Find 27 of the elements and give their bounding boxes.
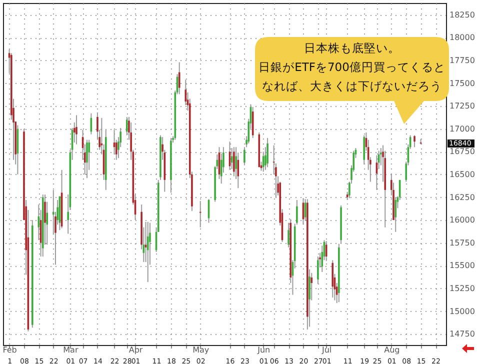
annotation: 日銀がETFを700億円買ってくると — [258, 59, 446, 76]
y-tick-label: 17500 — [450, 78, 475, 88]
y-tick-label: 15500 — [450, 261, 475, 270]
x2-tick-label: Mar — [63, 346, 79, 354]
y-tick-label: 17000 — [450, 124, 475, 134]
annotation: なれば、大きくは下げないだろう — [261, 78, 443, 95]
x2-tick-label: Apr — [128, 346, 144, 354]
y-tick-label: 17750 — [450, 56, 475, 65]
x2-tick-label: Feb — [2, 346, 17, 354]
y-tick-label: 18250 — [450, 10, 475, 20]
y-tick-label: 15750 — [450, 238, 475, 248]
x2-tick-label: Aug — [384, 346, 400, 354]
y-tick-label: 17250 — [450, 102, 475, 111]
y-tick-label: 18000 — [450, 33, 475, 42]
y-tick-label: 15000 — [450, 306, 475, 316]
y-tick-label: 16250 — [450, 192, 475, 202]
y-tick-label: 16000 — [450, 216, 475, 225]
y-tick-label: 15250 — [450, 284, 475, 293]
y-tick-label: 14750 — [450, 330, 475, 339]
x2-tick-label: Jun — [256, 346, 270, 354]
y-tick-label: 16750 — [450, 147, 475, 156]
candlestick — [76, 114, 78, 145]
candlestick — [414, 134, 416, 148]
y-tick-label: 16500 — [450, 170, 475, 179]
annotation: 日本株も底堅い。 — [303, 40, 401, 57]
x2-tick-label: May — [192, 346, 210, 354]
x2-tick-label: Jul — [321, 346, 332, 354]
